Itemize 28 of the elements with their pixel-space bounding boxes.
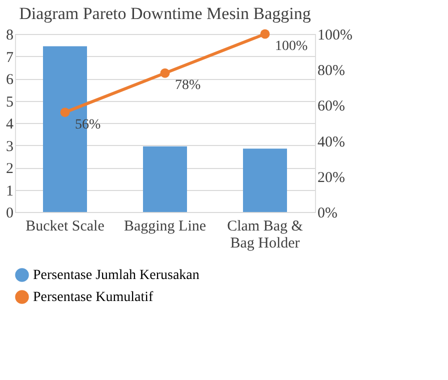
data-label: 78% <box>175 78 201 94</box>
point <box>160 68 170 78</box>
point <box>60 108 70 118</box>
legend-label: Persentase Kumulatif <box>33 290 154 305</box>
y-tick-label: 0 <box>6 206 14 222</box>
x-tick-label: Clam Bag & Bag Holder <box>227 218 304 252</box>
y-tick-label: 4 <box>6 116 14 132</box>
y-tick-label: 8 <box>6 28 14 44</box>
y2-tick-label: 40% <box>318 134 345 150</box>
bar <box>143 146 187 212</box>
y-tick-label: 7 <box>6 50 14 66</box>
legend-label: Persentase Jumlah Kerusakan <box>33 268 200 283</box>
y-tick-label: 3 <box>6 138 14 155</box>
y2-tick-label: 60% <box>318 98 345 115</box>
y-tick-label: 6 <box>6 72 14 88</box>
y2-tick-label: 80% <box>318 63 345 80</box>
y-tick-label: 2 <box>6 161 14 177</box>
x-tick-label: Bagging Line <box>124 218 206 234</box>
chart-title: Diagram Pareto Downtime Mesin Bagging <box>19 4 312 23</box>
point <box>260 29 270 39</box>
y2-tick-label: 100% <box>318 28 352 44</box>
data-label: 100% <box>275 39 308 54</box>
y-tick-label: 5 <box>6 94 14 110</box>
y2-tick-label: 20% <box>318 170 345 186</box>
y-tick-label: 1 <box>6 183 14 200</box>
y2-tick-label: 0% <box>318 206 338 222</box>
x-tick-label: Bucket Scale <box>26 218 105 234</box>
bar <box>243 148 287 212</box>
